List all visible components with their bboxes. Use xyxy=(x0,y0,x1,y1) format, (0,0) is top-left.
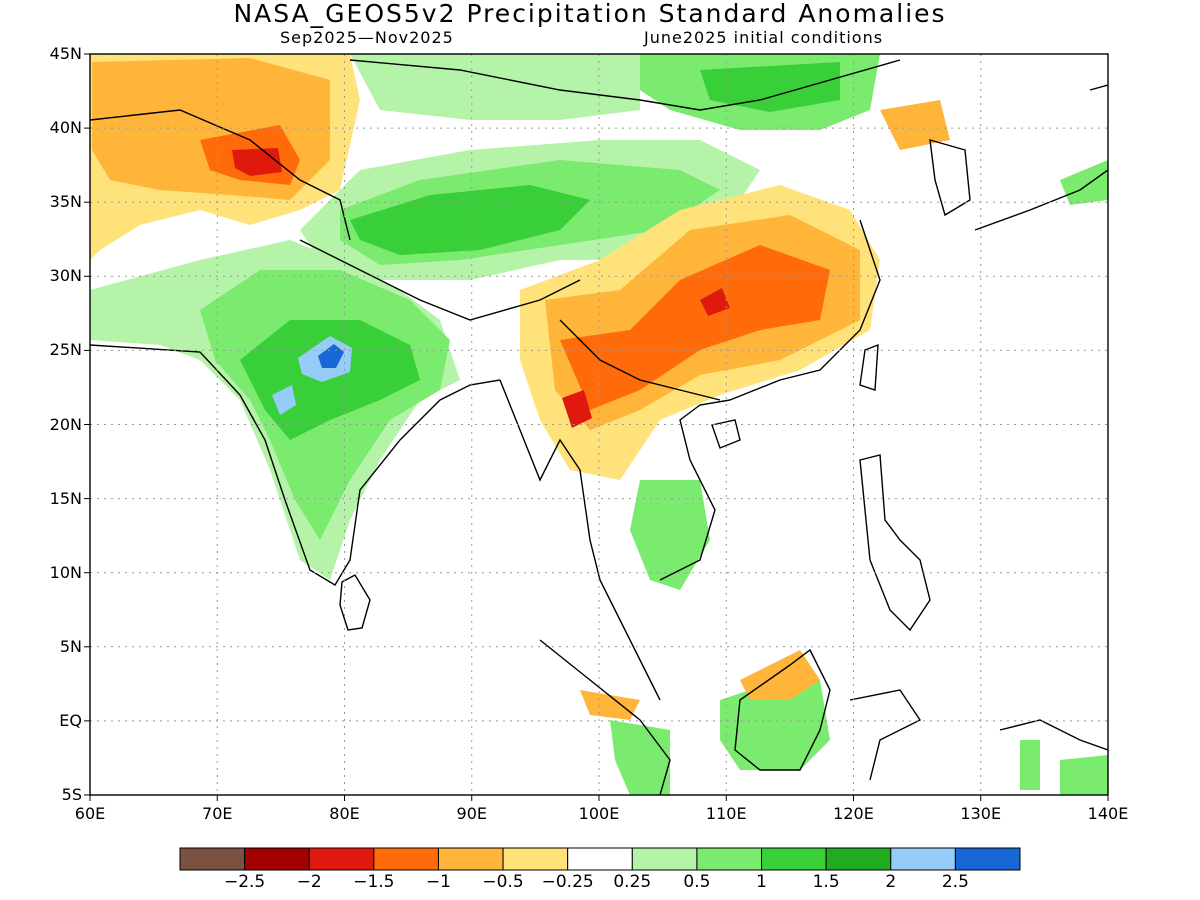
latitude-label: 15N xyxy=(49,488,82,508)
colorbar-label: 0.5 xyxy=(683,872,711,892)
colorbar xyxy=(179,847,1021,871)
longitude-label: 110E xyxy=(705,804,747,823)
latitude-label: 40N xyxy=(49,118,82,138)
colorbar-label: 0.25 xyxy=(613,872,652,892)
longitude-label: 90E xyxy=(456,804,487,823)
border-tibet-south xyxy=(299,239,581,321)
longitude-label: 80E xyxy=(329,804,360,823)
longitude-label: 60E xyxy=(74,804,106,823)
wet-region-india-max xyxy=(318,344,344,368)
coastlines xyxy=(90,59,1108,795)
latitude-label: 25N xyxy=(49,340,82,360)
colorbar-swatch xyxy=(761,847,827,871)
dry-region-central-asia-mod xyxy=(92,58,330,200)
wet-region-indochina xyxy=(630,480,710,590)
colorbar-swatch xyxy=(631,847,698,871)
colorbar-label: −2 xyxy=(296,872,322,892)
latitude-label: 30N xyxy=(49,266,82,286)
coastline-japan xyxy=(974,84,1108,231)
latitude-label: 45N xyxy=(49,44,82,63)
wet-region-new-guinea xyxy=(1020,740,1108,795)
coastline-sulawesi xyxy=(849,689,922,781)
colorbar-swatch xyxy=(696,847,763,871)
colorbar-label: −1 xyxy=(425,872,451,892)
colorbar-swatch xyxy=(890,847,956,871)
colorbar-label: −0.25 xyxy=(541,872,594,892)
border-northwest xyxy=(90,109,351,241)
latitude-label: 20N xyxy=(49,414,82,434)
wet-region-mongolia-strong xyxy=(700,62,840,112)
border-china-indochina xyxy=(559,319,721,401)
colorbar-label: −1.5 xyxy=(353,872,395,892)
coastline-indochina xyxy=(499,379,661,701)
longitude-label: 130E xyxy=(960,804,1002,823)
wet-region-borneo xyxy=(720,680,830,770)
colorbar-swatch xyxy=(373,847,439,871)
colorbar-swatch xyxy=(308,847,375,871)
coastline-korea xyxy=(929,139,971,217)
colorbar-swatch xyxy=(502,847,569,871)
colorbar-swatch xyxy=(954,847,1021,871)
dry-region-south-china-vstrong xyxy=(700,288,730,316)
colorbar-swatch xyxy=(179,847,246,871)
colorbar-swatch xyxy=(825,847,892,871)
latitude-label: 5S xyxy=(61,785,82,804)
dry-region-myanmar-vstrong xyxy=(562,390,592,428)
latitude-label: 10N xyxy=(49,562,82,582)
axis-ticks xyxy=(84,53,1109,801)
dry-region-south-china-strong xyxy=(560,245,830,410)
colorbar-label: −0.5 xyxy=(482,872,524,892)
colorbar-label: 1 xyxy=(756,872,767,892)
latitude-label: 35N xyxy=(49,192,82,212)
coastline-new-guinea xyxy=(999,719,1108,751)
coastline-hainan xyxy=(711,419,741,449)
wet-region-sumatra xyxy=(610,720,670,795)
wet-region-india-west-extreme xyxy=(272,385,296,415)
coastline-philippines xyxy=(859,454,931,632)
longitude-label: 70E xyxy=(202,804,233,823)
colorbar-swatch xyxy=(244,847,310,871)
colorbar-label: 2.5 xyxy=(941,872,969,892)
coastline-sri-lanka xyxy=(339,574,371,631)
colorbar-label: −2.5 xyxy=(223,872,266,892)
colorbar-label: 1.5 xyxy=(812,872,840,892)
coastline-south-china xyxy=(729,219,881,401)
coastline-india xyxy=(90,344,501,586)
wet-band-tibet-strong xyxy=(350,185,590,255)
colorbar-label: 2 xyxy=(885,872,897,892)
longitude-label: 140E xyxy=(1087,804,1129,823)
dry-region-sumatra xyxy=(580,690,640,720)
colorbar-swatch xyxy=(437,847,504,871)
wet-region-northwest xyxy=(350,54,640,120)
longitude-label: 120E xyxy=(833,804,874,823)
dry-region-korea xyxy=(880,100,950,150)
longitude-label: 100E xyxy=(578,804,620,823)
forecast-period: Sep2025—Nov2025 xyxy=(280,28,454,47)
coastline-borneo xyxy=(734,648,831,771)
dry-region-borneo xyxy=(740,650,820,700)
border-mongolia xyxy=(349,59,901,111)
latitude-label: EQ xyxy=(59,710,82,730)
anomaly-field xyxy=(90,54,1108,795)
coastline-sumatra xyxy=(539,639,671,795)
coastline-vietnam xyxy=(659,399,731,581)
latitude-label: 5N xyxy=(59,636,82,656)
initial-conditions: June2025 initial conditions xyxy=(644,28,884,47)
map-title: NASA_GEOS5v2 Precipitation Standard Anom… xyxy=(233,0,947,28)
colorbar-swatch xyxy=(567,847,633,871)
coastline-taiwan xyxy=(859,343,879,391)
